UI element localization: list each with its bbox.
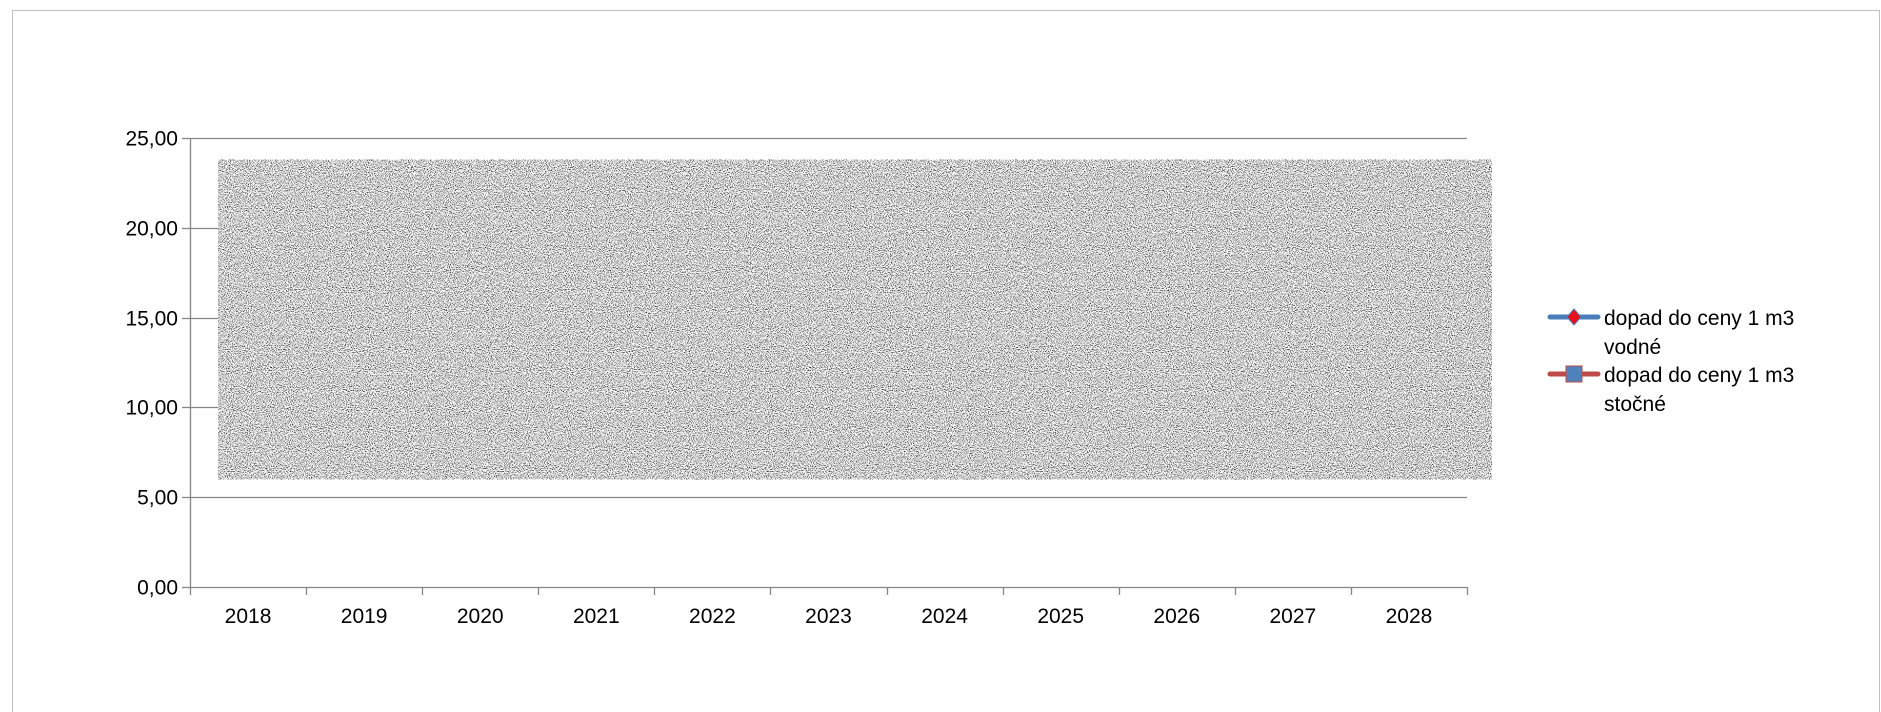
axes (182, 137, 1469, 595)
y-tick-label: 10,00 (125, 397, 178, 420)
noise-overlay (218, 159, 1492, 480)
x-tick-label: 2018 (225, 605, 272, 628)
x-tick-label: 2025 (1037, 605, 1084, 628)
obscured-plot-region (218, 159, 1492, 480)
x-tick-label: 2026 (1153, 605, 1200, 628)
x-tick-label: 2022 (689, 605, 736, 628)
legend-marker-diamond-icon (1566, 308, 1582, 326)
x-tick-label: 2028 (1386, 605, 1433, 628)
x-tick-label: 2019 (341, 605, 388, 628)
x-tick-label: 2024 (921, 605, 968, 628)
x-tick-label: 2027 (1270, 605, 1317, 628)
x-tick-label: 2021 (573, 605, 620, 628)
legend-marker-square-icon (1565, 365, 1583, 383)
y-tick-labels: 0,00 5,00 10,00 15,00 20,00 25,00 (125, 128, 178, 600)
legend-label-2: dopad do ceny 1 m3 (1604, 364, 1794, 387)
y-tick-label: 25,00 (125, 128, 178, 151)
legend-label-1: dopad do ceny 1 m3 (1604, 307, 1794, 330)
y-tick-label: 20,00 (125, 218, 178, 241)
y-tick-label: 5,00 (137, 487, 178, 510)
x-tick-labels: 2018 2019 2020 2021 2022 2023 2024 2025 2026 2027… (225, 605, 1433, 628)
legend-label-1: vodné (1604, 336, 1661, 359)
y-tick-label: 15,00 (125, 308, 178, 331)
legend: dopad do ceny 1 m3 vodné dopad do ceny 1 m… (1547, 307, 1794, 416)
x-tick-label: 2020 (457, 605, 504, 628)
legend-label-2: stočné (1604, 393, 1666, 416)
y-tick-label: 0,00 (137, 577, 178, 600)
x-tick-label: 2023 (805, 605, 852, 628)
